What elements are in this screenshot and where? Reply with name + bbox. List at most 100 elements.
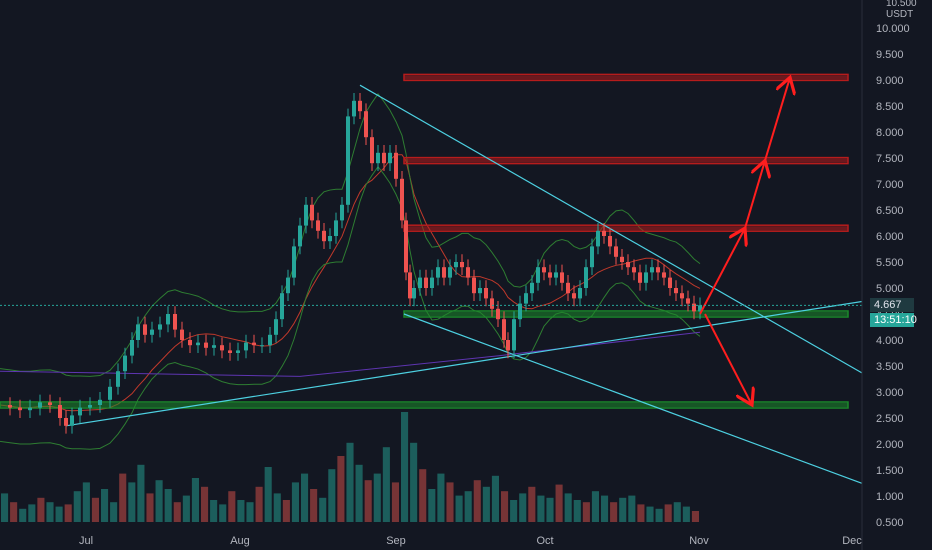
candle-body <box>412 288 416 299</box>
countdown-tag: 13:51:10 <box>870 313 917 328</box>
volume-bar <box>528 486 536 522</box>
candle-body <box>143 324 147 335</box>
volume-bar <box>446 482 454 522</box>
current-price-tag: 4.667 <box>870 298 914 313</box>
bollinger-upper-line <box>0 93 701 377</box>
volume-bar <box>373 473 381 522</box>
volume-bar <box>146 493 154 522</box>
candle-body <box>484 288 488 299</box>
candle-body <box>292 246 296 278</box>
candle-body <box>442 267 446 278</box>
candle-body <box>518 303 522 320</box>
candle-body <box>436 267 440 278</box>
candle-body <box>490 298 494 309</box>
candle-body <box>220 345 224 351</box>
candle-body <box>166 314 170 325</box>
volume-bar <box>164 489 172 522</box>
candle-body <box>98 399 102 405</box>
candle-body <box>28 407 32 411</box>
volume-bar <box>619 497 627 522</box>
candle-body <box>686 298 690 304</box>
volume-bar <box>537 495 545 522</box>
volume-bar <box>55 506 63 522</box>
x-tick-label: Aug <box>230 535 250 547</box>
volume-bar <box>191 478 199 522</box>
volume-bar <box>73 491 81 522</box>
candle-body <box>524 293 528 304</box>
y-tick-label: 9.000 <box>876 75 904 87</box>
y-tick-label: 5.500 <box>876 257 904 269</box>
projection-arrow <box>764 77 790 161</box>
y-tick-label: 9.500 <box>876 49 904 61</box>
candle-body <box>602 230 606 236</box>
volume-bar <box>101 489 109 522</box>
volume-bar <box>110 502 118 522</box>
volume-bar <box>1 493 9 522</box>
volume-bar <box>546 497 554 522</box>
candle-body <box>674 288 678 294</box>
candle-body <box>530 282 534 294</box>
candle-body <box>228 350 232 353</box>
candle-body <box>268 334 272 346</box>
candle-body <box>430 277 434 288</box>
y-tick-label: 1.500 <box>876 465 904 477</box>
candle-body <box>614 246 618 257</box>
candle-body <box>502 319 506 340</box>
volume-bar <box>555 484 563 522</box>
candle-body <box>496 308 500 320</box>
volume-bar <box>91 497 99 522</box>
lower-channel-line <box>403 313 869 487</box>
projection-arrow <box>744 161 765 229</box>
volume-bar <box>519 493 527 522</box>
candle-body <box>620 256 624 262</box>
volume-bar <box>564 493 572 522</box>
level-fill-support <box>0 403 848 407</box>
volume-bar <box>401 412 409 522</box>
volume-bar <box>210 500 218 522</box>
candle-body <box>578 288 582 299</box>
volume-bar <box>291 482 299 522</box>
candle-body <box>662 272 666 278</box>
candle-body <box>334 220 338 236</box>
volume-bar <box>310 489 318 522</box>
volume-bar <box>301 473 309 522</box>
y-tick-label: 7.500 <box>876 153 904 165</box>
candle-body <box>626 262 630 268</box>
volume-bar <box>582 502 590 522</box>
candle-body <box>698 305 702 312</box>
volume-bar <box>219 504 227 522</box>
volume-bar <box>464 491 472 522</box>
y-tick-label: 3.000 <box>876 387 904 399</box>
volume-bar <box>319 497 327 522</box>
volume-bar <box>264 467 272 522</box>
long-moving-average-line <box>0 331 701 377</box>
candle-body <box>650 267 654 273</box>
volume-bar <box>391 482 399 522</box>
volume-bar <box>37 497 45 522</box>
level-fill-support <box>404 312 848 316</box>
volume-bar <box>19 508 27 522</box>
volume-bar <box>46 502 54 522</box>
y-tick-label: 4.000 <box>876 335 904 347</box>
x-tick-label: Nov <box>689 535 709 547</box>
candle-body <box>212 345 216 348</box>
candle-body <box>346 116 350 205</box>
volume-bar <box>64 504 72 522</box>
falling-trendline <box>359 84 869 377</box>
candle-body <box>130 340 134 356</box>
candle-body <box>388 152 392 164</box>
candle-body <box>418 277 422 288</box>
candle-body <box>108 386 112 400</box>
volume-bar <box>337 456 345 522</box>
candle-body <box>572 293 576 299</box>
volume-bar <box>491 475 499 522</box>
candle-body <box>196 342 200 346</box>
candle-body <box>58 405 62 418</box>
volume-bar <box>646 506 654 522</box>
volume-bar <box>182 495 190 522</box>
candle-body <box>472 277 476 294</box>
y-tick-label: 7.000 <box>876 179 904 191</box>
candle-body <box>608 236 612 247</box>
candle-body <box>566 282 570 294</box>
